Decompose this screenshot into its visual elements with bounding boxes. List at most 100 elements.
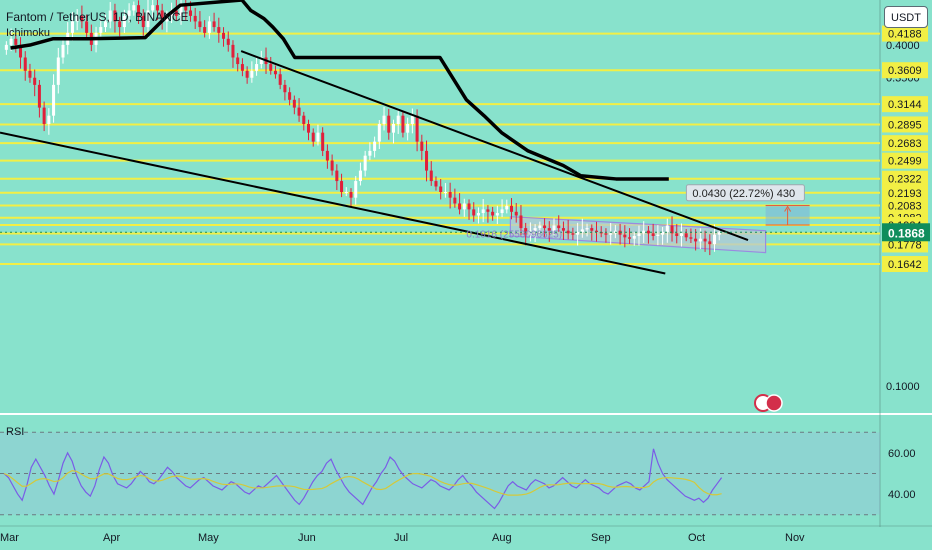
candle-95 xyxy=(453,188,457,208)
candle-body xyxy=(108,10,112,22)
candle-body xyxy=(103,21,108,28)
candle-7 xyxy=(37,80,41,118)
symbol-title: Fantom / TetherUS, 1D, BINANCE xyxy=(6,10,189,24)
currency-button[interactable]: USDT xyxy=(884,6,928,28)
candle-body xyxy=(675,233,679,236)
candle-28 xyxy=(137,0,141,24)
candle-body xyxy=(594,230,599,233)
candle-body xyxy=(4,44,8,50)
candle-body xyxy=(344,192,348,194)
candle-body xyxy=(637,233,641,236)
candle-body xyxy=(255,64,259,71)
candle-body xyxy=(132,5,136,11)
candle-32 xyxy=(155,0,159,21)
candle-108 xyxy=(514,202,518,223)
candle-125 xyxy=(594,221,599,242)
rsi-label[interactable]: RSI xyxy=(6,426,25,438)
candle-body xyxy=(524,228,528,235)
candle-body xyxy=(226,38,230,45)
candle-140 xyxy=(665,218,669,243)
candle-104 xyxy=(495,205,499,225)
candle-body xyxy=(321,132,325,151)
candle-body xyxy=(52,84,56,116)
candle-76 xyxy=(363,150,367,177)
candle-body xyxy=(19,44,23,58)
candle-body xyxy=(646,230,650,234)
candle-78 xyxy=(373,136,377,158)
candle-84 xyxy=(401,111,405,138)
candle-94 xyxy=(448,182,452,209)
time-tick-label: Jun xyxy=(298,532,316,544)
candle-body xyxy=(694,238,698,242)
candle-body xyxy=(212,21,216,28)
candle-body xyxy=(9,38,13,45)
candle-71 xyxy=(340,173,344,198)
candle-110 xyxy=(524,222,528,246)
candle-body xyxy=(717,232,721,235)
candle-body xyxy=(240,64,244,71)
candle-96 xyxy=(458,193,462,215)
level-price-tag xyxy=(882,170,928,187)
candle-60 xyxy=(288,87,292,106)
indicator-label[interactable]: Ichimoku xyxy=(6,27,51,39)
candle-120 xyxy=(571,227,575,240)
candle-73 xyxy=(349,188,353,207)
candle-123 xyxy=(585,223,589,237)
candle-37 xyxy=(179,0,183,25)
level-price-tag xyxy=(882,184,928,201)
candle-75 xyxy=(358,162,362,186)
candle-20 xyxy=(99,17,103,37)
candle-5 xyxy=(28,63,32,83)
candle-128 xyxy=(609,222,613,245)
current-price-label: 0.1868 xyxy=(888,226,925,240)
time-tick-label: Aug xyxy=(492,532,512,544)
candle-72 xyxy=(344,187,348,197)
trendline-0 xyxy=(0,131,666,275)
candle-body xyxy=(174,10,178,16)
candle-body xyxy=(302,115,306,125)
candle-6 xyxy=(33,69,37,97)
candle-body xyxy=(269,64,273,71)
candle-16 xyxy=(80,5,84,29)
candle-body xyxy=(689,237,693,239)
candle-27 xyxy=(132,1,136,16)
candle-body xyxy=(118,21,122,28)
candle-23 xyxy=(113,3,117,33)
candle-63 xyxy=(302,111,306,131)
candle-body xyxy=(335,170,339,182)
candle-10 xyxy=(52,74,56,123)
candle-30 xyxy=(146,0,150,38)
candle-97 xyxy=(462,198,466,217)
candle-45 xyxy=(217,17,221,43)
candle-142 xyxy=(675,224,679,244)
candle-53 xyxy=(255,56,259,76)
candle-body xyxy=(245,70,249,78)
candle-38 xyxy=(184,0,188,21)
level-price-label: 0.2083 xyxy=(888,200,922,212)
level-price-tag xyxy=(882,116,928,133)
candle-133 xyxy=(632,232,636,246)
candle-68 xyxy=(325,144,329,169)
candle-26 xyxy=(127,3,131,23)
candle-21 xyxy=(103,13,108,33)
candle-body xyxy=(358,170,362,182)
level-price-label: 0.4188 xyxy=(888,29,922,41)
candle-64 xyxy=(306,119,311,141)
candle-body xyxy=(510,205,514,212)
level-price-tag xyxy=(882,256,928,273)
candle-body xyxy=(33,77,37,85)
candle-body xyxy=(661,232,665,235)
candle-103 xyxy=(491,206,495,221)
level-price-tag xyxy=(882,197,928,214)
candle-8 xyxy=(42,101,46,132)
candle-143 xyxy=(679,223,683,247)
candle-body xyxy=(292,99,296,108)
candle-88 xyxy=(420,134,424,161)
candle-17 xyxy=(85,14,89,38)
candle-119 xyxy=(566,219,570,240)
time-tick-label: May xyxy=(198,532,219,544)
ichimoku-line xyxy=(10,0,669,181)
candle-body xyxy=(632,235,636,239)
